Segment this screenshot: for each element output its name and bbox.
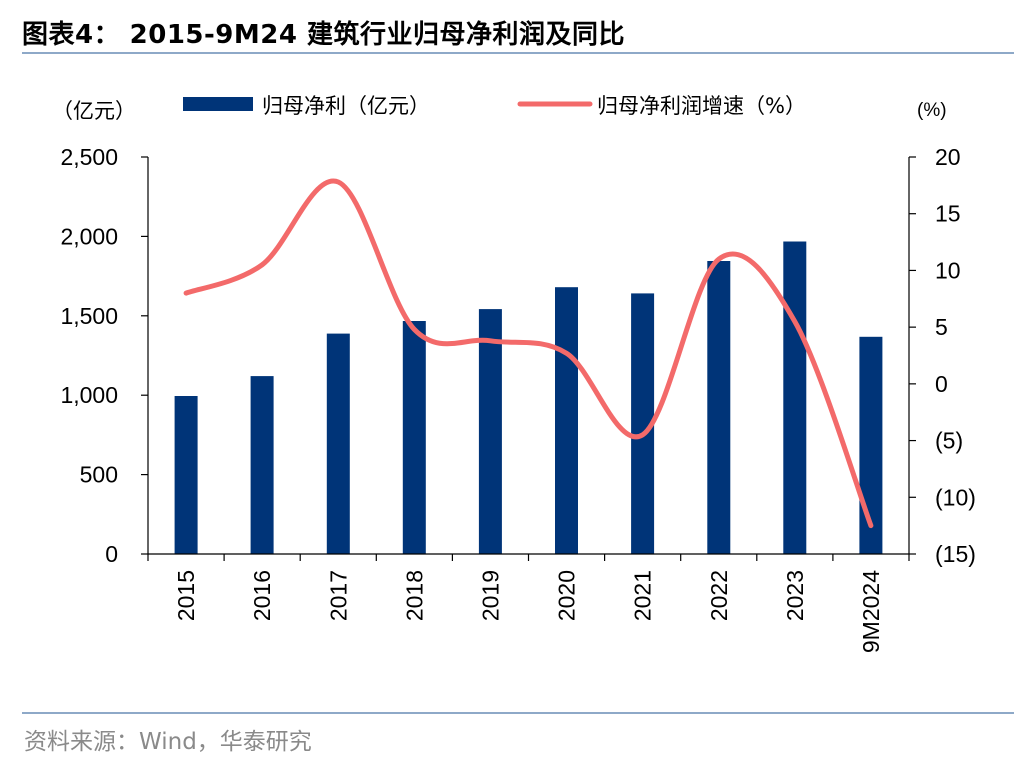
x-tick-label: 2020 (554, 570, 580, 621)
bar-2022 (707, 261, 731, 554)
x-tick-label: 2018 (401, 570, 427, 621)
x-tick-label: 2022 (706, 570, 732, 621)
source-note: 资料来源：Wind，华泰研究 (24, 729, 312, 755)
bar-9M2024 (859, 336, 883, 554)
title-rule (22, 52, 1014, 54)
x-tick-label: 2023 (782, 570, 808, 621)
x-tick-label: 2015 (173, 570, 199, 621)
x-tick-label: 2021 (630, 570, 656, 621)
right-tick-label: 20 (935, 144, 961, 170)
growth-line (183, 178, 874, 529)
left-axis-unit: （亿元） (52, 99, 136, 123)
legend-bar-label: 归母净利（亿元） (262, 94, 430, 118)
right-tick-label: 5 (935, 314, 948, 340)
bar-2021 (631, 293, 655, 554)
chart-title: 图表4： 2015-9M24 建筑行业归母净利润及同比 (22, 20, 625, 50)
x-tick-label: 2016 (249, 570, 275, 621)
right-tick-label: (15) (935, 541, 976, 567)
left-tick-label: 0 (105, 541, 118, 567)
bar-2015 (174, 396, 198, 554)
bar-2019 (478, 309, 502, 554)
bar-2016 (250, 376, 274, 554)
x-tick-label: 2017 (325, 570, 351, 621)
bar-2018 (402, 321, 426, 554)
left-tick-label: 2,000 (60, 223, 118, 249)
left-tick-label: 1,500 (60, 303, 118, 329)
right-tick-label: 0 (935, 371, 948, 397)
right-tick-label: 15 (935, 201, 961, 227)
right-tick-label: (10) (935, 484, 976, 510)
legend-line-label: 归母净利润增速（%） (597, 94, 806, 118)
right-tick-label: (5) (935, 428, 963, 454)
left-tick-label: 2,500 (60, 144, 118, 170)
right-tick-label: 10 (935, 257, 961, 283)
right-axis-unit: (%) (917, 100, 947, 121)
source-rule (22, 712, 1014, 714)
bar-2023 (783, 241, 807, 554)
legend-bar-swatch (183, 97, 253, 111)
legend: 归母净利（亿元） 归母净利润增速（%） (183, 94, 806, 118)
x-tick-label: 9M2024 (858, 570, 884, 653)
bar-2020 (555, 287, 578, 554)
bar-series (174, 241, 883, 554)
chart: 归母净利（亿元） 归母净利润增速（%） （亿元） (%) 0 500 1,000 1,… (52, 94, 976, 653)
x-tick-label: 2019 (477, 570, 503, 621)
left-tick-label: 1,000 (60, 382, 118, 408)
line-series (183, 178, 874, 529)
left-tick-label: 500 (80, 462, 118, 488)
bar-2017 (326, 333, 350, 554)
